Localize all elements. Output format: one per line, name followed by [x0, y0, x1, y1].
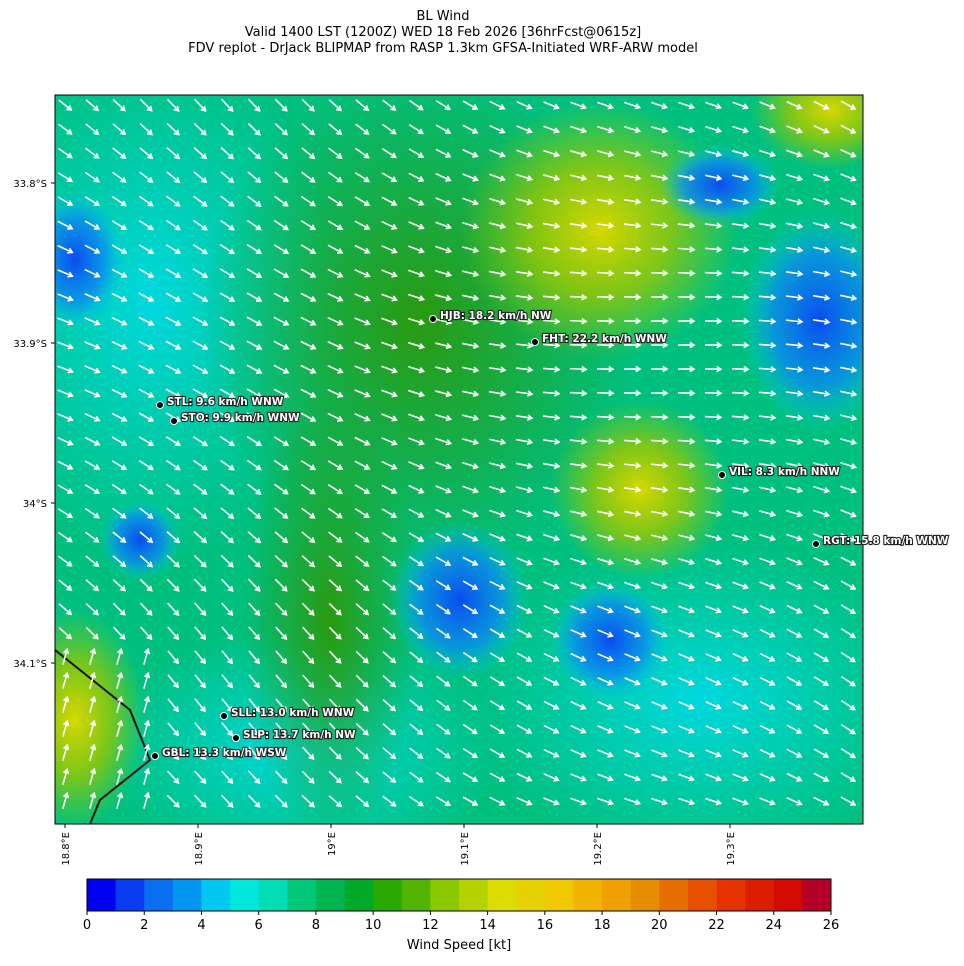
colorbar-tick-label: 0 [83, 918, 91, 933]
colorbar-tick-label: 2 [140, 918, 148, 933]
colorbar-tick-label: 20 [651, 918, 668, 933]
axes: 33.8°S 33.9°S 34°S 34.1°S 18.8°E 18.9°E 19°E 19… [13, 179, 737, 866]
colorbar-swatch [516, 879, 546, 911]
colorbar-swatch [487, 879, 517, 911]
colorbar-swatch [201, 879, 231, 911]
colorbar-swatch [544, 879, 574, 911]
title-line: BL Wind [417, 9, 470, 24]
station-label: FHT: 22.2 km/h WNW [542, 333, 667, 345]
lon-label: 18.9°E [194, 832, 205, 866]
colorbar: 0 2 4 6 8 10 12 14 16 18 20 22 24 26 [83, 878, 840, 933]
colorbar-swatch [344, 879, 374, 911]
colorbar-tick-label: 8 [312, 918, 320, 933]
colorbar-tick-label: 6 [255, 918, 263, 933]
colorbar-swatch [773, 879, 803, 911]
colorbar-swatch [258, 879, 288, 911]
lon-label: 19°E [327, 832, 338, 856]
colorbar-swatch [602, 879, 632, 911]
colorbar-swatch [745, 879, 775, 911]
station-label: STL: 9.6 km/h WNW [167, 396, 284, 408]
station-dot [718, 471, 726, 479]
colorbar-tick-label: 26 [823, 918, 840, 933]
station-label: STO: 9.9 km/h WNW [181, 412, 300, 424]
station-label: SLP: 13.7 km/h NW [243, 729, 356, 741]
colorbar-swatch [716, 879, 746, 911]
wind-arrows [57, 98, 858, 809]
lon-label: 18.8°E [61, 832, 72, 866]
title-line: FDV replot - DrJack BLIPMAP from RASP 1.… [188, 41, 698, 56]
colorbar-frame [86, 878, 832, 912]
colorbar-swatch [430, 879, 460, 911]
station-dot [429, 315, 437, 323]
colorbar-swatch [230, 879, 260, 911]
colorbar-label: Wind Speed [kt] [407, 938, 511, 953]
colorbar-tick-label: 14 [479, 918, 496, 933]
lon-label: 19.2°E [593, 832, 604, 866]
station-dot [220, 712, 228, 720]
colorbar-swatch [401, 879, 431, 911]
station-dot [531, 338, 539, 346]
colorbar-tick-label: 16 [537, 918, 554, 933]
colorbar-tick-label: 24 [765, 918, 782, 933]
station-label: GBL: 13.3 km/h WSW [162, 747, 287, 759]
colorbar-swatch [659, 879, 689, 911]
station-dot [151, 752, 159, 760]
station-label: HJB: 18.2 km/h NW [440, 310, 552, 322]
colorbar-tick-label: 10 [365, 918, 382, 933]
colorbar-tick-label: 18 [594, 918, 611, 933]
lon-label: 19.3°E [726, 832, 737, 866]
colorbar-tick-label: 4 [197, 918, 205, 933]
colorbar-tick-label: 12 [422, 918, 439, 933]
arrow-field [57, 98, 858, 809]
stations: STL: 9.6 km/h WNW STO: 9.9 km/h WNW HJB: 1… [151, 309, 950, 760]
colorbar-swatch [287, 879, 317, 911]
lat-label: 34°S [23, 499, 47, 510]
station-dot [232, 734, 240, 742]
lat-label: 34.1°S [13, 659, 47, 670]
colorbar-swatch [315, 879, 346, 911]
lat-label: 33.9°S [13, 339, 47, 350]
colorbar-swatch [630, 879, 660, 911]
station-label: SLL: 13.0 km/h WNW [231, 707, 355, 719]
station-dot [156, 401, 164, 409]
colorbar-swatch [459, 879, 489, 911]
colorbar-tick-label: 22 [708, 918, 725, 933]
colorbar-swatch [573, 879, 603, 911]
lon-label: 19.1°E [460, 832, 471, 866]
station-label: VIL: 8.3 km/h NNW [729, 466, 840, 478]
colorbar-swatch [687, 879, 718, 911]
station-label: RGT: 15.8 km/h WNW [823, 535, 949, 547]
colorbar-swatch [373, 879, 403, 911]
map-field [55, 95, 863, 824]
lat-label: 33.8°S [13, 179, 47, 190]
station-dot [170, 417, 178, 425]
colorbar-swatch [172, 879, 202, 911]
station-dot [812, 540, 820, 548]
colorbar-swatch [115, 879, 145, 911]
title-line: Valid 1400 LST (1200Z) WED 18 Feb 2026 [… [245, 25, 641, 40]
colorbar-swatch [802, 879, 832, 911]
colorbar-swatch [87, 879, 117, 911]
colorbar-swatch [144, 879, 174, 911]
map-frame [54, 94, 864, 825]
